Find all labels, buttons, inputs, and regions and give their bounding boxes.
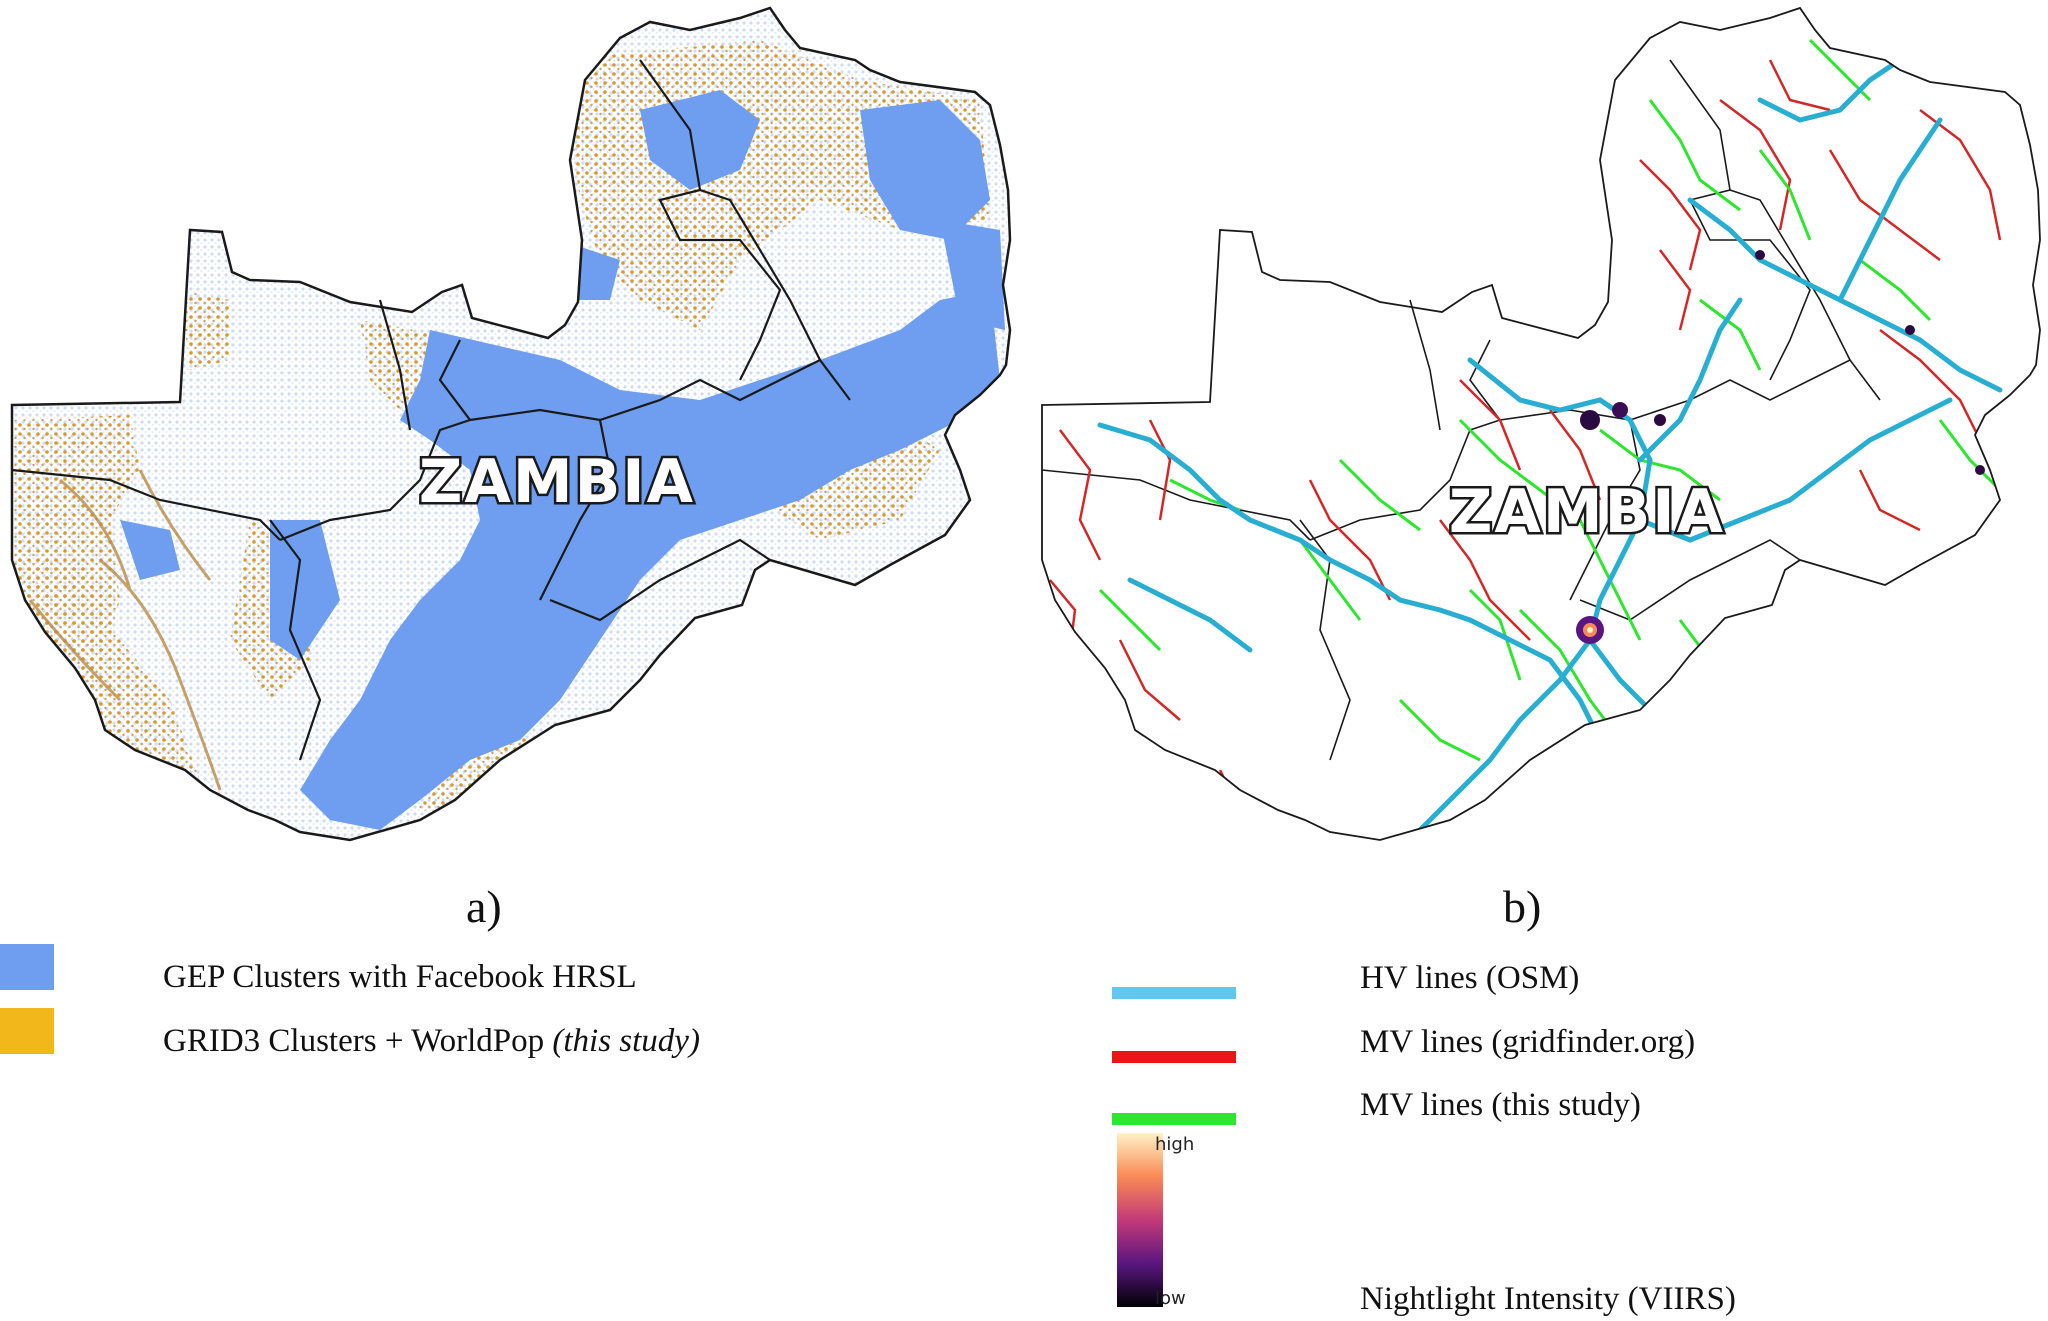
country-label-a: ZAMBIA [419,447,695,517]
legend-label-mv-gridfinder: MV lines (gridfinder.org) [1360,1024,1696,1060]
legend-label-hv: HV lines (OSM) [1360,960,1580,996]
nightlight-ramp [1117,1133,1163,1307]
legend-label-mv-study: MV lines (this study) [1360,1087,1641,1123]
nightlight-clusters [1576,250,1985,840]
map-b-base [1042,8,2040,840]
legend-label-grid3-suffix: (this study) [552,1023,700,1059]
ramp-low-label: low [1155,1288,1186,1309]
river-streaks [28,469,222,791]
hv-osm-lines [1097,57,2003,840]
map-panel-b: ZAMBIA [1041,7,2041,841]
caption-b: b) [1503,881,1542,932]
map-panel-a: ZAMBIA [10,6,1012,842]
legend-swatch-mv-gridfinder [1112,1051,1236,1063]
legend-label-grid3: GRID3 Clusters + WorldPop (this study) [163,1023,700,1059]
country-label-b: ZAMBIA [1449,477,1725,547]
caption-a: a) [466,881,502,932]
legend-swatch-grid3 [0,1008,54,1054]
province-boundaries-a [11,59,851,761]
legend-swatch-hv [1112,987,1236,999]
legend-label-nightlight: Nightlight Intensity (VIIRS) [1360,1281,1736,1317]
legend-swatch-mv-study [1112,1113,1236,1125]
ramp-high-label: high [1155,1134,1195,1155]
legend-label-gep: GEP Clusters with Facebook HRSL [163,959,637,995]
legend-swatch-gep [0,944,54,990]
